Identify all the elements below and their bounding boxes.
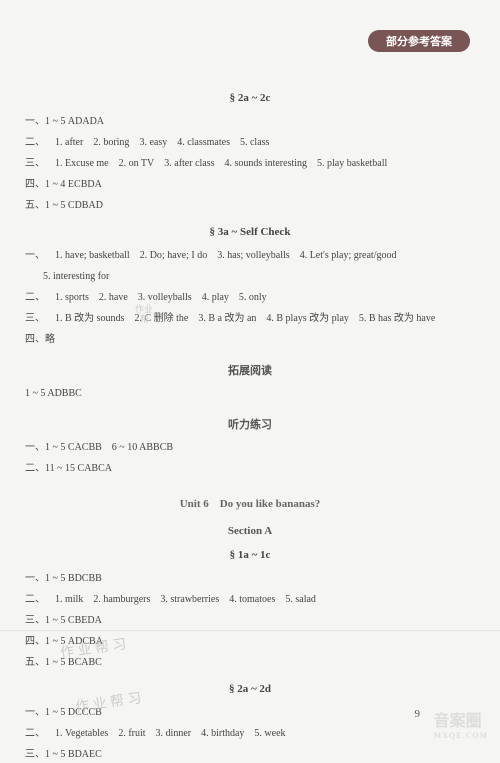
sec-3a-l2: 二、1. sports2. have3. volleyballs4. play5… [25, 290, 475, 306]
i: 1. after [55, 137, 83, 148]
brand-main: 音案圈 [434, 713, 482, 730]
i: 5. class [240, 137, 269, 148]
sec-1a1c-l3: 三、1 ~ 5 CBEDA [25, 613, 475, 629]
page-number: 9 [415, 708, 421, 720]
prefix: 二、 [25, 594, 45, 605]
sec-2a2c-l5: 五、1 ~ 5 CDBAD [25, 198, 475, 214]
i: 5. B has 改为 have [359, 313, 435, 324]
unit6-title: Unit 6 Do you like bananas? [25, 495, 475, 511]
i: 3. has; volleyballs [217, 250, 290, 261]
i: 4. play [202, 292, 229, 303]
sec-3a-l1b: 5. interesting for [25, 269, 475, 285]
i: 3. after class [164, 158, 214, 169]
sec-2a2c-l4: 四、1 ~ 4 ECBDA [25, 177, 475, 193]
i: 5. week [254, 728, 285, 739]
listen-title: 听力练习 [25, 416, 475, 432]
prefix: 二、 [25, 292, 45, 303]
sec-2a2c-l1: 一、1 ~ 5 ADADA [25, 114, 475, 130]
i: 2. fruit [118, 728, 145, 739]
i: 4. Let's play; great/good [300, 250, 397, 261]
i: 3. easy [139, 137, 167, 148]
ext-l1: 1 ~ 5 ADBBC [25, 386, 475, 402]
sec-2a2d-l2: 二、 1. Vegetables 2. fruit 3. dinner 4. birth… [25, 726, 475, 742]
brand-sub: MXQE.COM [434, 731, 488, 740]
unit6-secA: Section A [25, 525, 475, 537]
i: 5. salad [285, 594, 316, 605]
i: 5. play basketball [317, 158, 387, 169]
footer-brand: 音案圈 MXQE.COM [434, 707, 488, 740]
sec-2a2d-l3: 三、1 ~ 5 BDAEC [25, 747, 475, 763]
i: 2. boring [93, 137, 129, 148]
i: 2. have [99, 292, 128, 303]
prefix: 二、 [25, 728, 45, 739]
i: 4. B plays 改为 play [266, 313, 349, 324]
i: 1. sports [55, 292, 89, 303]
shadow-divider [0, 630, 500, 632]
sec-3a-title: § 3a ~ Self Check [25, 226, 475, 238]
sec-2a2c-title: § 2a ~ 2c [25, 92, 475, 104]
i: 2. hamburgers [93, 594, 150, 605]
sec-3a-l3: 三、1. B 改为 sounds2. C 删除 the3. B a 改为 an4… [25, 311, 475, 327]
i: 4. classmates [177, 137, 230, 148]
i: 1. Vegetables [55, 728, 108, 739]
i: 2. Do; have; I do [140, 250, 208, 261]
i: 1. B 改为 sounds [55, 313, 124, 324]
prefix: 三、 [25, 313, 45, 324]
i: 4. tomatoes [229, 594, 275, 605]
sec-1a1c-l1: 一、1 ~ 5 BDCBB [25, 571, 475, 587]
i: 3. dinner [156, 728, 192, 739]
prefix: 一、 [25, 250, 45, 261]
i: 1. have; basketball [55, 250, 130, 261]
i: 1. Excuse me [55, 158, 109, 169]
ext-title: 拓展阅读 [25, 362, 475, 378]
i: 2. on TV [119, 158, 155, 169]
listen-l2: 二、11 ~ 15 CABCA [25, 461, 475, 477]
i: 4. birthday [201, 728, 244, 739]
i: 3. strawberries [160, 594, 219, 605]
sec-3a-l4: 四、略 [25, 332, 475, 348]
sec-3a-l1: 一、 1. have; basketball 2. Do; have; I do 3.… [25, 248, 475, 264]
prefix: 三、 [25, 158, 45, 169]
watermark-icon: 帮 [140, 312, 149, 325]
sec-1a1c-l2: 二、 1. milk 2. hamburgers 3. strawberries 4. … [25, 592, 475, 608]
prefix: 二、 [25, 137, 45, 148]
header-badge: 部分参考答案 [368, 30, 470, 52]
sec-2a2c-l3: 三、 1. Excuse me 2. on TV 3. after class 4. s… [25, 156, 475, 172]
sec-1a1c-title: § 1a ~ 1c [25, 549, 475, 561]
sec-2a2c-l2: 二、 1. after 2. boring 3. easy 4. classmates 5… [25, 135, 475, 151]
i: 1. milk [55, 594, 83, 605]
i: 3. B a 改为 an [198, 313, 256, 324]
listen-l1: 一、1 ~ 5 CACBB 6 ~ 10 ABBCB [25, 440, 475, 456]
i: 4. sounds interesting [225, 158, 308, 169]
i: 5. only [239, 292, 267, 303]
